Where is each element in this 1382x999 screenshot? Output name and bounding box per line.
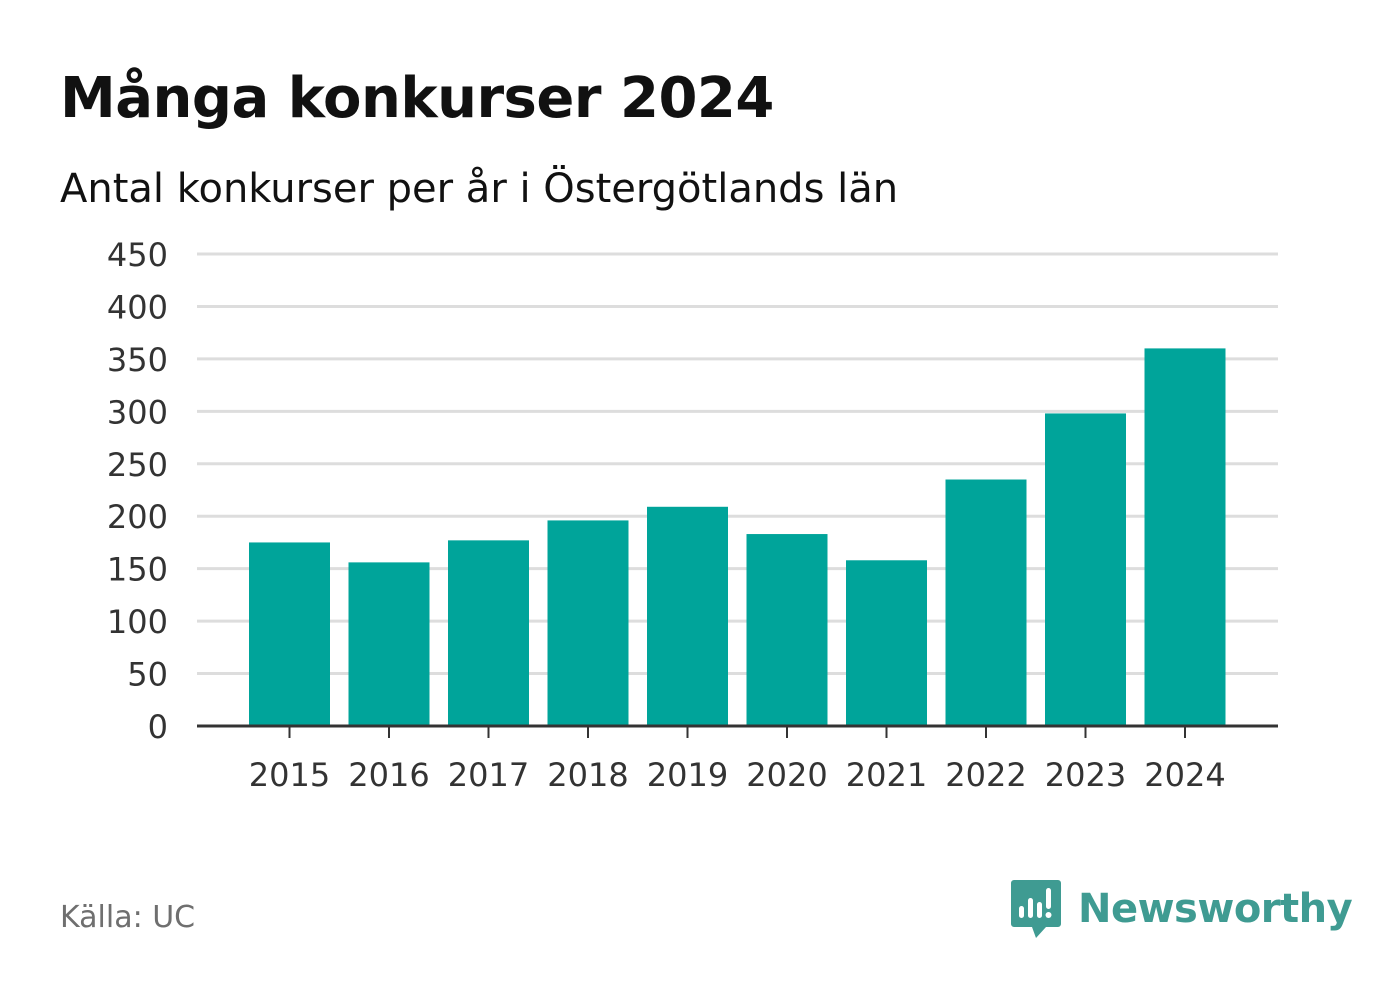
bar-2019 xyxy=(647,506,728,726)
x-tick-label: 2021 xyxy=(846,756,927,794)
x-axis-ticks: 2015 2016 2017 2018 2019 2020 2021 2022 2023 2024 xyxy=(249,726,1226,794)
bar-2024 xyxy=(1144,348,1226,726)
x-tick-label: 2024 xyxy=(1144,756,1225,794)
y-tick-label: 250 xyxy=(107,446,168,484)
x-tick-label: 2015 xyxy=(249,756,330,794)
bar-2016 xyxy=(348,562,430,726)
bar-2018 xyxy=(547,520,629,726)
source-note: Källa: UC xyxy=(60,900,196,935)
y-tick-label: 50 xyxy=(127,656,168,694)
x-tick-label: 2018 xyxy=(547,756,628,794)
bar-2023 xyxy=(1045,413,1126,726)
y-tick-label: 450 xyxy=(107,236,168,274)
newsworthy-logo: Newsworthy xyxy=(1010,878,1353,940)
brand-name: Newsworthy xyxy=(1078,886,1353,932)
chart-title: Många konkurser 2024 xyxy=(60,66,774,131)
y-tick-label: 100 xyxy=(107,603,168,641)
x-tick-label: 2019 xyxy=(647,756,728,794)
x-tick-label: 2022 xyxy=(945,756,1026,794)
chart-subtitle: Antal konkurser per år i Östergötlands l… xyxy=(60,166,899,212)
x-tick-label: 2023 xyxy=(1045,756,1126,794)
y-tick-label: 350 xyxy=(107,341,168,379)
bar-2022 xyxy=(945,479,1027,726)
bar-2020 xyxy=(746,534,828,726)
x-tick-label: 2020 xyxy=(746,756,827,794)
bar-2015 xyxy=(249,542,330,726)
y-tick-label: 200 xyxy=(107,498,168,536)
newsworthy-logo-icon xyxy=(1011,880,1061,938)
y-tick-label: 150 xyxy=(107,551,168,589)
y-tick-label: 400 xyxy=(107,288,168,326)
bar-2021 xyxy=(846,560,927,726)
x-tick-label: 2016 xyxy=(348,756,429,794)
y-tick-label: 0 xyxy=(148,708,168,746)
y-axis-ticks: 0 50 100 150 200 250 300 350 400 450 xyxy=(107,236,168,746)
bar-2017 xyxy=(448,540,529,726)
x-tick-label: 2017 xyxy=(448,756,529,794)
y-tick-label: 300 xyxy=(107,393,168,431)
bars xyxy=(249,348,1226,726)
